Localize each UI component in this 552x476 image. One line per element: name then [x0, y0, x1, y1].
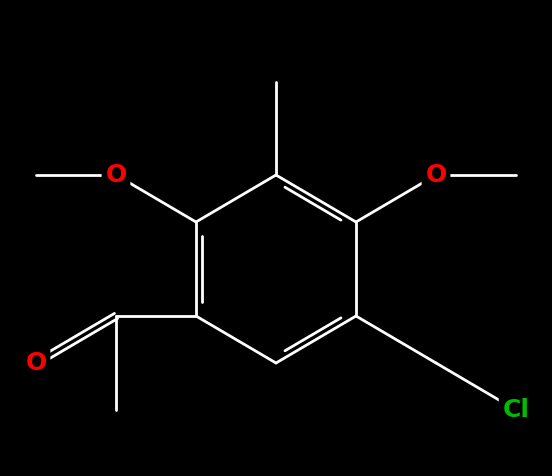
Text: O: O	[426, 163, 447, 187]
Text: Cl: Cl	[502, 398, 529, 422]
Text: O: O	[25, 351, 46, 375]
Text: O: O	[105, 163, 126, 187]
